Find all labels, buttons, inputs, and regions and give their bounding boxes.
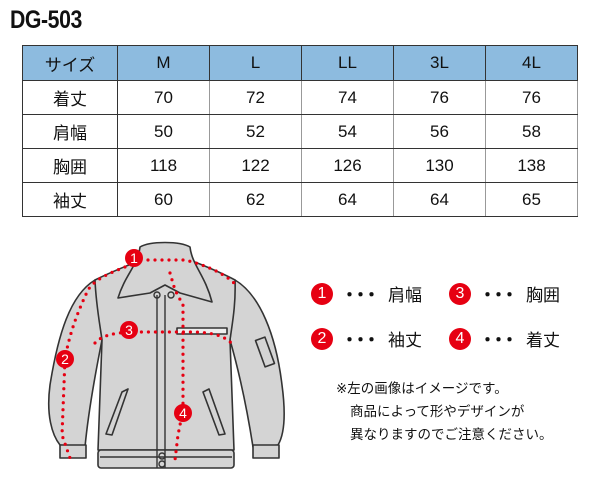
shoulder-sleeve-line — [60, 265, 127, 460]
row-label: 着丈 — [22, 80, 118, 115]
header-ll: LL — [301, 45, 394, 81]
right-cuff — [252, 444, 280, 459]
row-label: 袖丈 — [22, 182, 118, 217]
legend-item-chest: 3 ・・・ 胸囲 — [449, 281, 560, 306]
cell: 138 — [485, 148, 578, 183]
cell: 130 — [393, 148, 486, 183]
note-line: ※左の画像はイメージです。 — [336, 381, 508, 397]
cell: 65 — [485, 182, 578, 217]
legend-item-sleeve: 2 ・・・ 袖丈 — [311, 326, 422, 351]
row-label: 胸囲 — [22, 148, 118, 183]
legend-label: 着丈 — [526, 331, 560, 351]
size-table: サイズ M L LL 3L 4L 着丈 70 72 74 76 76 肩幅 50… — [22, 45, 578, 217]
legend-item-length: 4 ・・・ 着丈 — [449, 326, 560, 351]
cell: 62 — [209, 182, 302, 217]
chest-measure-line — [93, 330, 235, 347]
marker-2-label: 2 — [61, 351, 69, 367]
cell: 76 — [393, 80, 486, 115]
header-l: L — [209, 45, 302, 81]
cell: 64 — [301, 182, 394, 217]
marker-4 — [174, 404, 192, 422]
cell: 76 — [485, 80, 578, 115]
right-sleeve — [229, 279, 285, 448]
note-line: 異なりますのでご注意ください。 — [350, 427, 553, 443]
legend-dots: ・・・ — [479, 331, 518, 351]
legend-label: 胸囲 — [526, 286, 560, 306]
cell: 122 — [209, 148, 302, 183]
table-row: 着丈 70 72 74 76 76 — [22, 80, 578, 115]
right-pocket — [202, 388, 226, 436]
marker-3-label: 3 — [125, 322, 133, 338]
legend-item-shoulder: 1 ・・・ 肩幅 — [311, 281, 422, 306]
legend-dots: ・・・ — [341, 286, 380, 306]
header-3l: 3L — [393, 45, 486, 81]
marker-4-label: 4 — [179, 405, 187, 421]
cell: 72 — [209, 80, 302, 115]
measure-markers — [56, 249, 192, 422]
legend-dots: ・・・ — [479, 286, 518, 306]
cell: 58 — [485, 114, 578, 149]
table-header-row: サイズ M L LL 3L 4L — [22, 45, 578, 81]
header-4l: 4L — [485, 45, 578, 81]
cell: 70 — [117, 80, 210, 115]
left-sleeve — [47, 279, 103, 448]
marker-3 — [120, 321, 138, 339]
table-row: 肩幅 50 52 54 56 58 — [22, 114, 578, 149]
legend-dots: ・・・ — [341, 331, 380, 351]
note-line: 商品によって形やデザインが — [350, 404, 525, 420]
jacket-diagram: 1 2 3 4 — [47, 241, 285, 469]
length-measure-line — [168, 271, 185, 462]
sleeve-pocket — [254, 336, 276, 368]
cell: 74 — [301, 80, 394, 115]
shoulder-measure-line — [146, 258, 239, 288]
legend-label: 肩幅 — [388, 286, 422, 306]
hem-band — [97, 449, 235, 469]
cell: 52 — [209, 114, 302, 149]
disclaimer-note: ※左の画像はイメージです。 商品によって形やデザインが 異なりますのでご注意くだ… — [336, 378, 553, 447]
cell: 54 — [301, 114, 394, 149]
legend-badge: 2 — [311, 327, 333, 350]
legend-badge: 4 — [449, 327, 471, 350]
cell: 118 — [117, 148, 210, 183]
row-label: 肩幅 — [22, 114, 118, 149]
marker-1 — [125, 249, 143, 267]
left-pocket — [105, 388, 129, 436]
marker-2 — [56, 350, 74, 368]
header-m: M — [117, 45, 210, 81]
legend-badge: 3 — [449, 282, 471, 305]
table-row: 胸囲 118 122 126 130 138 — [22, 148, 578, 183]
marker-1-label: 1 — [130, 250, 138, 266]
left-cuff — [59, 444, 87, 459]
legend-badge: 1 — [311, 282, 333, 305]
cell: 50 — [117, 114, 210, 149]
product-code-title: DG-503 — [10, 6, 82, 34]
cell: 64 — [393, 182, 486, 217]
table-row: 袖丈 60 62 64 64 65 — [22, 182, 578, 217]
header-size: サイズ — [22, 45, 118, 81]
cell: 126 — [301, 148, 394, 183]
legend-label: 袖丈 — [388, 331, 422, 351]
cell: 60 — [117, 182, 210, 217]
cell: 56 — [393, 114, 486, 149]
